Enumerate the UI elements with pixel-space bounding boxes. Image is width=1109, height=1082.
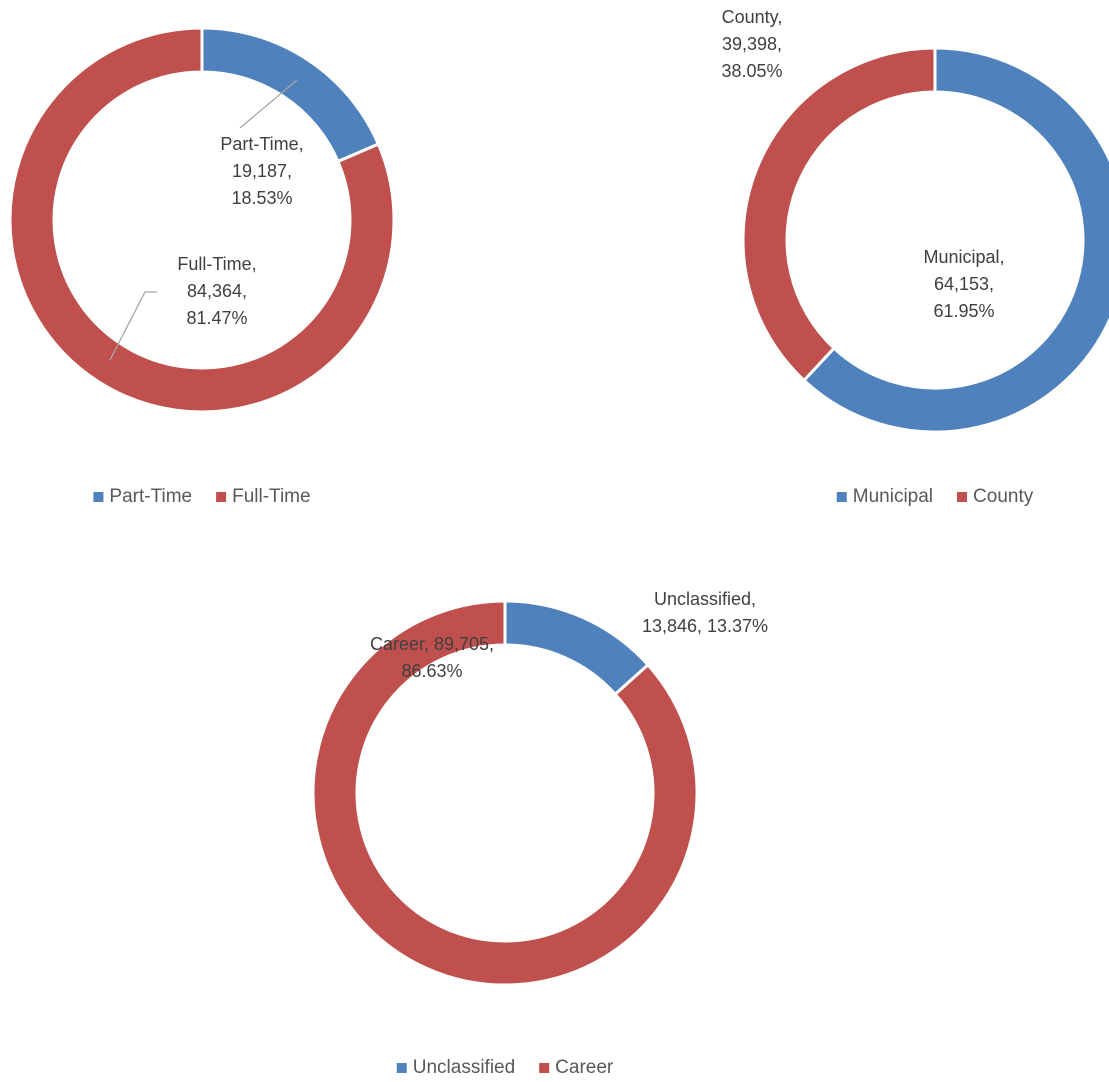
legend-swatch	[539, 1063, 550, 1073]
legend-swatch	[216, 492, 227, 502]
legend-swatch	[93, 492, 104, 502]
donut-chart: Municipal, 64,153, 61.95% County, 39,398, 38.…	[721, 7, 1109, 434]
legend-label: Full-Time	[232, 486, 310, 507]
leader-line	[239, 79, 298, 129]
data-label: Career, 89,705, 86.63%	[370, 634, 494, 681]
legend: Part-Time Full-Time	[93, 486, 311, 507]
donut-segment	[801, 46, 1109, 434]
donut-segment	[741, 46, 937, 383]
legend-label: County	[973, 486, 1034, 507]
data-label: Full-Time, 84,364, 81.47%	[177, 254, 256, 328]
data-label: Part-Time, 19,187, 18.53%	[220, 134, 303, 208]
legend: Unclassified Career	[396, 1057, 614, 1078]
leader-line	[109, 291, 157, 361]
data-label: Municipal, 64,153, 61.95%	[923, 247, 1004, 321]
donut-segment	[8, 26, 396, 414]
data-label: County, 39,398, 38.05%	[721, 7, 782, 81]
donut-segment	[311, 599, 699, 987]
legend-swatch	[396, 1063, 407, 1073]
legend: Municipal County	[836, 486, 1034, 507]
legend-label: Municipal	[853, 486, 933, 507]
donut-segment	[503, 599, 651, 697]
donut-chart: Unclassified, 13,846, 13.37% Career, 89,70…	[311, 589, 768, 987]
legend-label: Unclassified	[413, 1057, 515, 1078]
donut-chart: Part-Time, 19,187, 18.53% Full-Time, 84,364,…	[8, 26, 396, 414]
data-label: Unclassified, 13,846, 13.37%	[642, 589, 768, 636]
legend-swatch	[957, 492, 968, 502]
legend-label: Part-Time	[109, 486, 192, 507]
legend-swatch	[836, 492, 847, 502]
legend-label: Career	[555, 1057, 614, 1078]
